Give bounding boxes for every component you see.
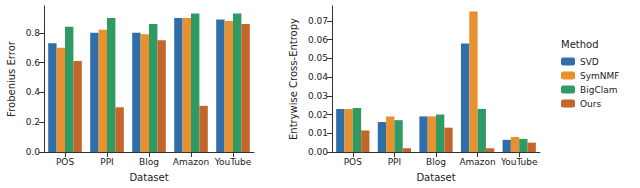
svg-text:PPI: PPI	[100, 157, 114, 167]
svg-text:Method: Method	[561, 39, 599, 50]
svg-text:Ours: Ours	[580, 99, 601, 109]
svg-text:Amazon: Amazon	[459, 157, 495, 167]
svg-text:Amazon: Amazon	[173, 157, 209, 167]
svg-text:PPI: PPI	[388, 157, 402, 167]
svg-text:0.03: 0.03	[308, 91, 328, 101]
svg-text:Dataset: Dataset	[129, 172, 168, 183]
svg-text:Blog: Blog	[426, 157, 446, 167]
svg-text:SVD: SVD	[580, 57, 599, 67]
svg-text:0.04: 0.04	[308, 72, 328, 82]
svg-text:0.02: 0.02	[308, 110, 328, 120]
svg-text:0.07: 0.07	[308, 16, 328, 26]
svg-text:Blog: Blog	[139, 157, 159, 167]
svg-text:POS: POS	[344, 157, 363, 167]
svg-text:0.05: 0.05	[308, 53, 328, 63]
svg-text:YouTube: YouTube	[500, 157, 538, 167]
svg-text:Frobenius Error: Frobenius Error	[6, 40, 17, 117]
svg-text:0.6: 0.6	[26, 58, 41, 68]
svg-text:0.0: 0.0	[26, 147, 41, 157]
svg-text:BigClam: BigClam	[580, 85, 617, 95]
svg-text:0.8: 0.8	[26, 28, 41, 38]
svg-text:SymNMF: SymNMF	[580, 71, 619, 81]
svg-text:0.01: 0.01	[308, 128, 328, 138]
svg-text:Entrywise Cross-Entropy: Entrywise Cross-Entropy	[288, 18, 299, 140]
svg-text:YouTube: YouTube	[214, 157, 252, 167]
svg-text:POS: POS	[56, 157, 75, 167]
svg-text:0.2: 0.2	[26, 117, 40, 127]
svg-text:0.4: 0.4	[26, 87, 41, 97]
svg-text:0.06: 0.06	[308, 35, 328, 45]
svg-text:Dataset: Dataset	[416, 172, 455, 183]
svg-text:0.00: 0.00	[308, 147, 328, 157]
